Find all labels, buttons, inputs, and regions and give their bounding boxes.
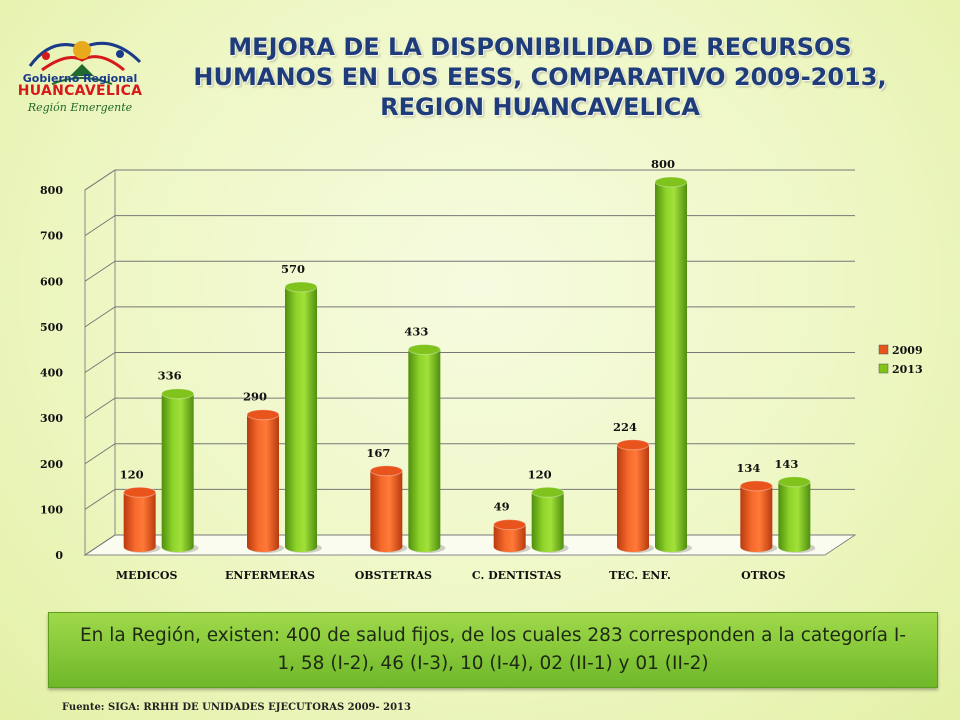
bar-2013-medicos: [161, 393, 194, 552]
bar-top: [777, 476, 811, 488]
y-tick-label: 800: [40, 184, 63, 197]
chart-bars: [123, 176, 816, 553]
chart-frame: [83, 169, 857, 556]
x-tick-label: C. DENTISTAS: [472, 569, 562, 582]
legend-label-2009: 2009: [892, 344, 923, 357]
y-tick-label: 0: [55, 549, 63, 562]
gridline-diagonal: [84, 352, 116, 373]
y-tick-label: 200: [40, 458, 63, 471]
data-label: 336: [158, 369, 182, 383]
logo-line3: Región Emergente: [27, 101, 133, 114]
y-tick-label: 700: [40, 230, 63, 243]
gridline-diagonal: [84, 306, 116, 328]
bar-top: [161, 388, 195, 400]
y-tick-label: 100: [40, 503, 63, 516]
bar-top: [654, 176, 688, 188]
bar-2013-c-dentistas: [531, 492, 564, 552]
bar-top: [407, 343, 441, 355]
summary-note: En la Región, existen: 400 de salud fijo…: [48, 612, 938, 688]
x-tick-label: ENFERMERAS: [225, 569, 315, 582]
bar-2013-enfermeras: [285, 286, 317, 552]
data-label: 167: [366, 446, 390, 460]
x-tick-label: TEC. ENF.: [609, 569, 671, 582]
x-tick-label: OBSTETRAS: [355, 569, 432, 582]
logo-line1: Gobierno Regional: [22, 72, 138, 85]
data-label: 120: [120, 467, 144, 481]
x-tick-label: OTROS: [741, 569, 785, 582]
logo-emblem-icon: [28, 41, 142, 85]
page-title: MEJORA DE LA DISPONIBILIDAD DE RECURSOS …: [193, 33, 887, 121]
gridline-diagonal: [84, 169, 116, 191]
bar-2013-obstetras: [408, 349, 441, 552]
data-label: 433: [404, 324, 428, 338]
y-tick-label: 400: [40, 367, 63, 380]
bar-2009-enfermeras: [247, 414, 279, 552]
gridline-diagonal: [84, 260, 116, 282]
logo-line2: HUANCAVELICA: [17, 83, 143, 99]
logo: Gobierno Regional HUANCAVELICA Región Em…: [12, 26, 152, 126]
data-label: 800: [651, 157, 675, 171]
data-label: 143: [774, 457, 798, 471]
y-tick-label: 600: [40, 275, 63, 288]
chart-legend: 2009 2013: [878, 344, 923, 376]
data-label: 120: [528, 467, 552, 481]
bar-2009-medicos: [123, 492, 156, 552]
bar-top: [616, 439, 650, 451]
legend-swatch-2013: [878, 363, 889, 374]
bar-2009-c-dentistas: [493, 524, 526, 552]
data-label: 290: [243, 390, 267, 404]
legend-label-2013: 2013: [892, 363, 923, 376]
y-tick-label: 500: [40, 321, 63, 334]
bar-2009-tec-enf-: [617, 444, 649, 552]
bar-2009-otros: [740, 485, 773, 552]
chart-labels: 0 100 200 300 400 500 600 700 800 120 336 MEDICOS 29…: [40, 157, 798, 582]
data-label: 570: [281, 262, 305, 276]
bar-top: [369, 465, 403, 477]
gridline-diagonal: [84, 215, 116, 237]
gridline-diagonal: [84, 443, 116, 465]
gridline-diagonal: [84, 534, 116, 556]
bar-top: [493, 519, 527, 531]
bar-top: [284, 281, 318, 293]
x-tick-label: MEDICOS: [116, 569, 178, 582]
chart-floor: [83, 534, 857, 556]
y-tick-label: 300: [40, 412, 63, 425]
gridline-diagonal: [84, 397, 116, 419]
legend-swatch-2009: [878, 344, 889, 355]
bar-top: [246, 409, 280, 421]
bar-2013-tec-enf-: [655, 182, 687, 552]
gridline-diagonal: [84, 488, 116, 510]
source-note: Fuente: SIGA: RRHH DE UNIDADES EJECUTORA…: [62, 702, 411, 713]
bar-top: [531, 486, 565, 498]
bar-2013-otros: [778, 481, 811, 552]
data-label: 49: [494, 500, 510, 514]
data-label: 224: [613, 420, 637, 434]
bar-2009-obstetras: [370, 470, 403, 552]
bar-chart: 0 100 200 300 400 500 600 700 800 120 336 MEDICOS 29…: [40, 157, 923, 582]
data-label: 134: [736, 461, 760, 475]
summary-note-text: En la Región, existen: 400 de salud fijo…: [79, 625, 906, 674]
bar-top: [739, 480, 773, 492]
bar-top: [123, 486, 157, 498]
